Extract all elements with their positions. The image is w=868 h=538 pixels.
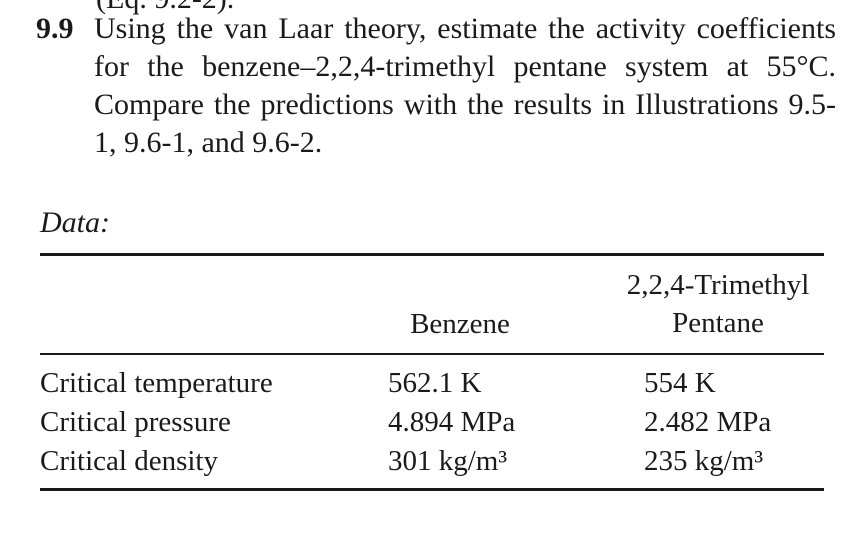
problem-text: Using the van Laar theory, estimate the … <box>94 12 836 159</box>
trimethyl-pentane-value: 2.482 MPa <box>644 406 772 438</box>
trimethyl-pentane-value: 554 K <box>644 367 716 399</box>
column-header-trimethyl-pentane: 2,2,4-Trimethyl Pentane <box>600 266 836 342</box>
table-header-rule <box>40 353 824 355</box>
table-row: Critical pressure 4.894 MPa 2.482 MPa <box>40 402 824 442</box>
column-header-benzene: Benzene <box>380 305 540 343</box>
row-label: Critical pressure <box>40 406 231 438</box>
previous-text-fragment: (Eq. 9.2-2). <box>96 0 234 14</box>
problem-number: 9.9 <box>36 12 74 45</box>
column-header-line: 2,2,4-Trimethyl <box>626 269 810 301</box>
problem-statement: 9.9 Using the van Laar theory, estimate … <box>36 10 836 162</box>
table-bottom-rule <box>40 488 824 491</box>
benzene-value: 301 kg/m³ <box>388 445 508 477</box>
data-label: Data: <box>40 206 110 239</box>
column-header-line: Pentane <box>672 307 764 339</box>
table-row: Critical temperature 562.1 K 554 K <box>40 363 824 403</box>
table-row: Critical density 301 kg/m³ 235 kg/m³ <box>40 441 824 481</box>
row-label: Critical temperature <box>40 367 273 399</box>
row-label: Critical density <box>40 445 218 477</box>
trimethyl-pentane-value: 235 kg/m³ <box>644 445 764 477</box>
table-top-rule <box>40 253 824 256</box>
benzene-value: 4.894 MPa <box>388 406 516 438</box>
benzene-value: 562.1 K <box>388 367 482 399</box>
column-header-line: Benzene <box>410 308 510 340</box>
